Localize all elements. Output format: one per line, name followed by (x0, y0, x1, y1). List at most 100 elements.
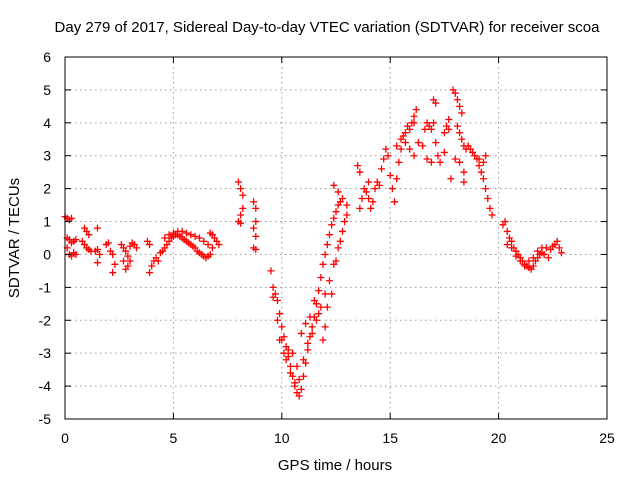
data-point (447, 175, 455, 183)
data-point (384, 152, 392, 160)
data-point (124, 262, 132, 270)
data-point (458, 109, 466, 117)
data-point (393, 175, 401, 183)
data-point (365, 178, 373, 186)
x-axis-label: GPS time / hours (278, 457, 392, 474)
data-point (378, 165, 386, 173)
data-point (382, 145, 390, 153)
data-point (380, 155, 388, 163)
data-point (456, 129, 464, 137)
y-tick-label: 5 (43, 82, 51, 98)
data-point (204, 241, 212, 249)
data-point (397, 145, 405, 153)
x-tick-label: 5 (170, 430, 178, 446)
data-point (479, 158, 487, 166)
data-point (325, 231, 333, 239)
data-point (234, 178, 242, 186)
data-point (401, 129, 409, 137)
data-point (109, 250, 117, 258)
data-point (120, 257, 128, 265)
data-point (308, 329, 316, 337)
data-point (321, 323, 329, 331)
data-point (401, 139, 409, 147)
data-point (237, 211, 245, 219)
data-point (397, 135, 405, 143)
data-point (334, 244, 342, 252)
grid-lines (65, 57, 607, 419)
y-tick-label: 6 (43, 49, 51, 65)
data-point (414, 139, 422, 147)
data-point (109, 269, 117, 277)
data-point (341, 218, 349, 226)
data-point (94, 259, 102, 267)
data-point (482, 152, 490, 160)
data-point (371, 185, 379, 193)
data-point (512, 252, 520, 260)
data-point (553, 237, 561, 245)
data-point (299, 356, 307, 364)
data-point (421, 125, 429, 133)
data-point (330, 214, 338, 222)
data-point (508, 237, 516, 245)
data-point (555, 244, 563, 252)
y-tick-label: 0 (43, 246, 51, 262)
data-point (286, 369, 294, 377)
data-point (208, 244, 216, 252)
data-point (252, 204, 260, 212)
data-point (317, 273, 325, 281)
data-point (291, 379, 299, 387)
data-point (308, 323, 316, 331)
data-point (169, 229, 177, 237)
data-point (375, 181, 383, 189)
data-point (111, 260, 119, 268)
data-point (315, 287, 323, 295)
data-point (72, 250, 80, 258)
data-point (434, 152, 442, 160)
data-point (501, 218, 509, 226)
data-point (339, 227, 347, 235)
data-point (195, 234, 203, 242)
data-point (252, 232, 260, 240)
y-tick-label: -3 (39, 345, 52, 361)
data-point (269, 293, 277, 301)
y-tick-label: 2 (43, 181, 51, 197)
data-point (94, 246, 102, 254)
data-point (362, 188, 370, 196)
data-point (304, 346, 312, 354)
data-point (302, 320, 310, 328)
data-point (516, 257, 524, 265)
data-point (250, 198, 258, 206)
data-point (85, 231, 93, 239)
data-point (148, 262, 156, 270)
data-point (410, 152, 418, 160)
data-point (486, 204, 494, 212)
data-point (406, 125, 414, 133)
data-point (430, 119, 438, 127)
data-point (540, 250, 548, 258)
data-point (126, 257, 134, 265)
data-point (393, 142, 401, 150)
data-point (343, 211, 351, 219)
data-point (456, 102, 464, 110)
data-point (239, 204, 247, 212)
data-point (122, 247, 130, 255)
x-tick-label: 20 (491, 430, 507, 446)
data-point (94, 224, 102, 232)
data-point (529, 262, 537, 270)
data-point (252, 246, 260, 254)
data-point (482, 185, 490, 193)
data-point (323, 241, 331, 249)
data-point (369, 198, 377, 206)
data-point (191, 232, 199, 240)
data-point (544, 254, 552, 262)
data-point (286, 362, 294, 370)
data-point (299, 372, 307, 380)
data-point (436, 158, 444, 166)
data-point (206, 250, 214, 258)
data-point (412, 106, 420, 114)
data-point (252, 218, 260, 226)
data-point (269, 283, 277, 291)
data-point (419, 142, 427, 150)
data-point (503, 227, 511, 235)
